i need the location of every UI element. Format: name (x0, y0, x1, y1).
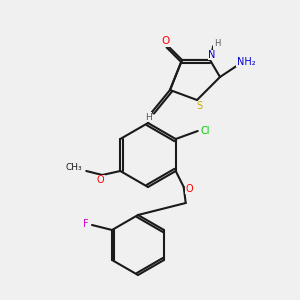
Text: H: H (214, 40, 220, 49)
Text: NH₂: NH₂ (237, 57, 255, 67)
Text: H: H (145, 112, 152, 122)
Text: F: F (83, 219, 89, 229)
Text: S: S (196, 101, 202, 111)
Text: N: N (208, 50, 216, 60)
Text: CH₃: CH₃ (66, 163, 82, 172)
Text: O: O (186, 184, 194, 194)
Text: O: O (97, 175, 104, 185)
Text: O: O (162, 36, 170, 46)
Text: Cl: Cl (201, 126, 211, 136)
